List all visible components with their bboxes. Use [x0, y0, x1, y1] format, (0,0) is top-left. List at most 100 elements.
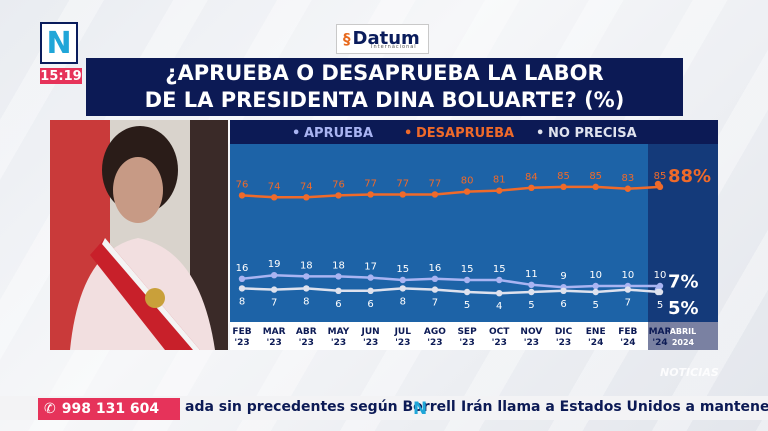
clock: 15:19: [40, 68, 82, 84]
point-2-12: [624, 286, 632, 293]
data-label-2-12: 7: [625, 298, 631, 309]
data-label-1-5: 77: [396, 178, 409, 189]
x-tick-year-4: '23: [363, 338, 378, 348]
data-label-2-1: 7: [271, 298, 277, 309]
x-tick-year-12: '24: [620, 338, 635, 348]
data-label-2-11: 5: [593, 300, 599, 311]
data-label-0-8: 15: [493, 264, 506, 275]
data-label-0-13: 10: [654, 270, 667, 281]
point-0-2: [303, 273, 310, 280]
point-1-1: [270, 194, 278, 201]
data-label-1-14: 88%: [668, 166, 711, 187]
point-0-9: [528, 281, 535, 288]
point-2-1: [270, 286, 278, 293]
x-tick-year-13: '24: [652, 338, 667, 348]
point-1-2: [303, 194, 310, 201]
point-0-6: [431, 275, 439, 282]
point-0-1: [270, 272, 278, 279]
x-tick-year-10: '23: [556, 338, 571, 348]
datum-subtitle: Internacional: [371, 44, 417, 50]
x-tick-year-14: 2024: [672, 338, 695, 347]
point-0-7: [463, 276, 471, 284]
data-label-1-12: 83: [621, 173, 634, 184]
data-label-2-3: 6: [335, 299, 341, 310]
data-label-0-0: 16: [236, 263, 249, 274]
legend-label-1: DESAPRUEBA: [416, 126, 514, 141]
x-tick-year-1: '23: [267, 338, 282, 348]
data-label-2-2: 8: [303, 296, 309, 307]
data-label-0-12: 10: [621, 270, 634, 281]
data-label-1-8: 81: [493, 175, 506, 186]
point-1-6: [431, 191, 439, 198]
data-label-1-3: 76: [332, 179, 345, 190]
x-tick-year-5: '23: [395, 338, 410, 348]
title-line-1: ¿APRUEBA O DESAPRUEBA LA LABOR: [165, 61, 604, 85]
data-label-0-3: 18: [332, 260, 345, 271]
ticker-text-left: ada sin precedentes según Borrell: [185, 399, 456, 415]
data-label-2-8: 4: [496, 301, 502, 312]
data-label-1-7: 80: [461, 176, 474, 187]
x-tick-label-8: OCT: [489, 327, 510, 337]
legend-label-2: NO PRECISA: [548, 126, 637, 141]
point-0-4: [367, 274, 374, 281]
data-label-1-11: 85: [589, 171, 602, 182]
x-tick-label-11: ENE: [586, 327, 606, 337]
point-2-9: [528, 288, 535, 296]
point-1-12: [624, 185, 632, 192]
point-1-10: [560, 183, 567, 191]
data-label-2-7: 5: [464, 300, 470, 311]
x-tick-label-4: JUN: [361, 327, 380, 337]
highlight-column: [648, 144, 718, 350]
data-label-1-0: 76: [236, 179, 249, 190]
x-axis-band: [230, 322, 718, 350]
x-tick-year-3: '23: [331, 338, 346, 348]
data-label-0-6: 16: [429, 263, 442, 274]
x-tick-label-3: MAY: [328, 327, 350, 337]
x-tick-label-10: DIC: [555, 327, 573, 337]
data-label-0-1: 19: [268, 259, 281, 270]
point-2-14: [654, 288, 662, 296]
datum-badge: § Datum Internacional: [336, 24, 429, 54]
point-1-8: [496, 187, 503, 194]
data-label-2-6: 7: [432, 298, 438, 309]
point-1-9: [528, 184, 535, 191]
x-tick-label-6: AGO: [424, 327, 446, 337]
data-label-1-1: 74: [268, 181, 281, 192]
x-tick-year-9: '23: [524, 338, 539, 348]
data-label-0-11: 10: [589, 270, 602, 281]
point-0-3: [335, 273, 342, 280]
x-tick-year-8: '23: [492, 338, 507, 348]
x-tick-label-0: FEB: [232, 327, 251, 337]
legend-bullet-0: •: [292, 126, 300, 141]
data-label-0-7: 15: [461, 264, 474, 275]
x-tick-label-13: MAR: [649, 327, 672, 337]
point-2-2: [303, 285, 310, 292]
x-tick-year-2: '23: [299, 338, 314, 348]
x-tick-label-7: SEP: [457, 327, 477, 337]
point-2-11: [592, 288, 599, 296]
data-label-2-13: 5: [657, 300, 663, 311]
point-1-7: [463, 188, 471, 195]
x-tick-label-9: NOV: [520, 327, 542, 337]
data-label-1-9: 84: [525, 172, 538, 183]
point-2-8: [496, 290, 503, 297]
dna-icon: §: [343, 30, 351, 48]
legend-bullet-2: •: [536, 126, 544, 141]
data-label-1-10: 85: [557, 171, 570, 182]
point-1-11: [592, 183, 599, 191]
point-2-5: [399, 285, 406, 292]
ticker-text-right: Irán llama a Estados Unidos a mantenerse: [461, 399, 768, 415]
watermark: NOTICIAS: [660, 366, 719, 379]
x-tick-label-14: ABRIL: [670, 327, 697, 336]
point-2-6: [431, 286, 439, 293]
data-label-1-13: 85: [654, 171, 667, 182]
point-2-3: [335, 287, 342, 294]
point-1-4: [367, 191, 374, 198]
x-tick-label-1: MAR: [263, 327, 286, 337]
point-1-5: [399, 191, 406, 198]
president-photo: [50, 120, 228, 350]
point-0-5: [399, 276, 406, 284]
data-label-0-2: 18: [300, 260, 313, 271]
point-2-7: [463, 288, 471, 296]
legend-bar: [230, 120, 718, 144]
